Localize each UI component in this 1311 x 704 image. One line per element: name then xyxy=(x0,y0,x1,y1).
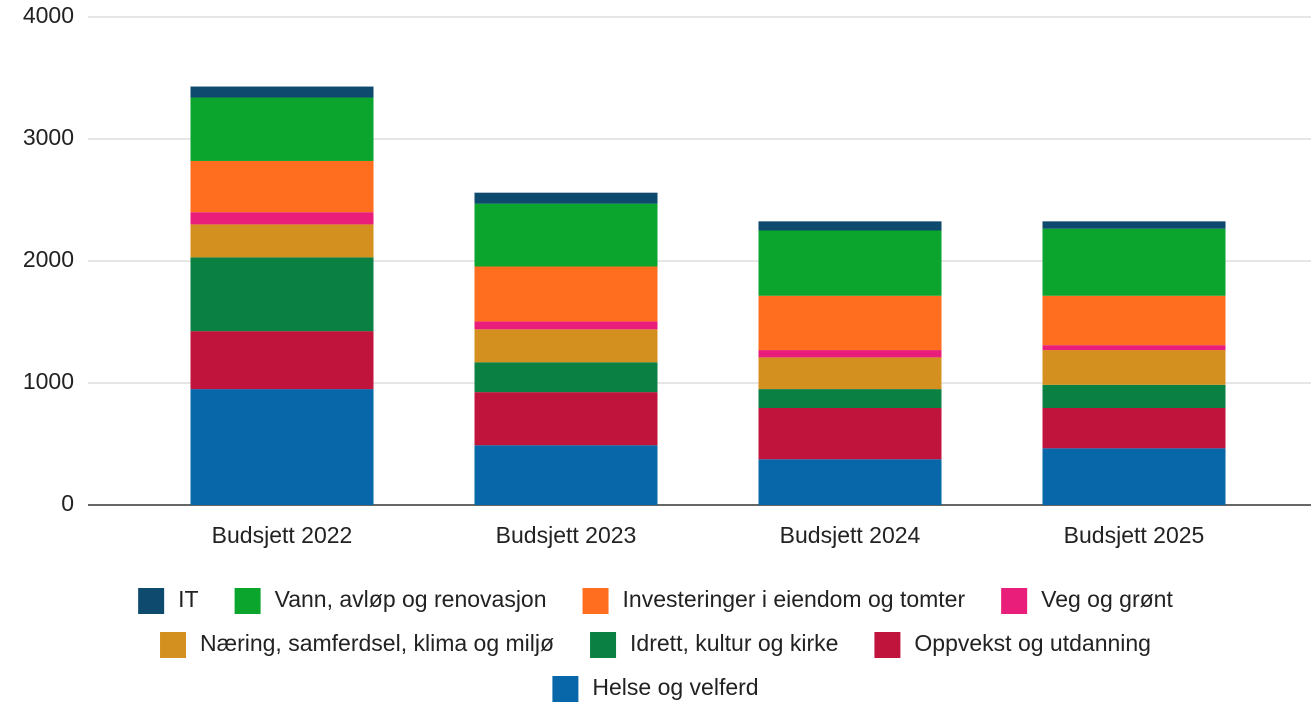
bar-segment xyxy=(474,329,658,363)
legend-swatch xyxy=(874,632,901,658)
bar-segment xyxy=(474,266,658,322)
bar-segment xyxy=(1042,221,1226,229)
legend-label: Helse og velferd xyxy=(592,674,758,700)
bar-segment xyxy=(758,389,942,409)
bar-segment xyxy=(1042,345,1226,351)
bar-segment xyxy=(190,389,374,505)
y-tick-label: 3000 xyxy=(23,124,74,150)
legend-label: Næring, samferdsel, klima og miljø xyxy=(200,630,554,656)
x-tick-label: Budsjett 2022 xyxy=(212,522,353,548)
bar-segment xyxy=(758,230,942,296)
bar-segment xyxy=(474,445,658,505)
bar-segment xyxy=(474,362,658,393)
x-tick-label: Budsjett 2023 xyxy=(496,522,637,548)
bar-segment xyxy=(474,392,658,446)
legend-swatch xyxy=(552,676,579,702)
legend-label: Oppvekst og utdanning xyxy=(914,630,1151,656)
y-tick-label: 2000 xyxy=(23,246,74,272)
legend-swatch xyxy=(138,588,165,614)
x-tick-label: Budsjett 2024 xyxy=(780,522,921,548)
bar-segment xyxy=(474,203,658,267)
bar-segment xyxy=(190,97,374,161)
legend-swatch xyxy=(582,588,609,614)
legend-label: IT xyxy=(178,586,198,612)
legend-label: Idrett, kultur og kirke xyxy=(630,630,838,656)
bar-segment xyxy=(758,357,942,390)
bar-segment xyxy=(758,408,942,460)
bar-segment xyxy=(190,86,374,98)
bar-segment xyxy=(190,257,374,332)
legend-label: Vann, avløp og renovasjon xyxy=(275,586,547,612)
bar-segment xyxy=(758,295,942,351)
bar-segment xyxy=(1042,295,1226,346)
legend-label: Veg og grønt xyxy=(1041,586,1173,612)
y-tick-label: 0 xyxy=(61,490,74,516)
bar-segment xyxy=(758,221,942,231)
legend-swatch xyxy=(160,632,187,658)
bar-segment xyxy=(758,350,942,358)
bar-segment xyxy=(474,321,658,330)
bar-segment xyxy=(474,192,658,204)
bar-segment xyxy=(1042,448,1226,505)
bar-segment xyxy=(190,224,374,258)
bar-segment xyxy=(190,212,374,225)
legend-swatch xyxy=(234,588,261,614)
bar-segment xyxy=(758,459,942,505)
bar-segment xyxy=(1042,384,1226,409)
y-tick-label: 1000 xyxy=(23,368,74,394)
bar-segment xyxy=(1042,408,1226,449)
legend-swatch xyxy=(1001,588,1028,614)
bar-segment xyxy=(1042,228,1226,296)
x-tick-label: Budsjett 2025 xyxy=(1064,522,1205,548)
legend-label: Investeringer i eiendom og tomter xyxy=(623,586,966,612)
bar-segment xyxy=(1042,350,1226,385)
bar-segment xyxy=(190,331,374,390)
bar-segment xyxy=(190,160,374,213)
y-tick-label: 4000 xyxy=(23,2,74,28)
legend-swatch xyxy=(590,632,617,658)
